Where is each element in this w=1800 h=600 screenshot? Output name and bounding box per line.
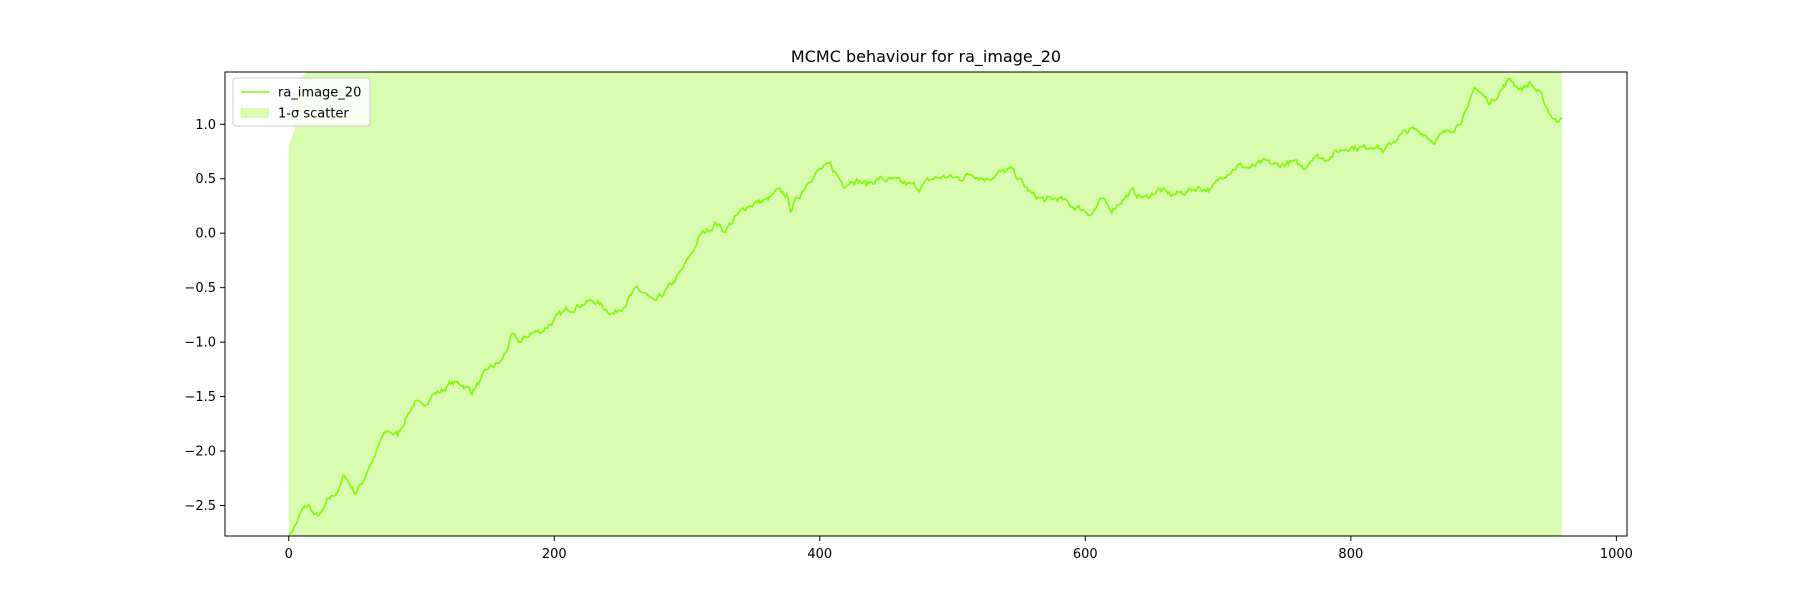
x-tick-label: 800 xyxy=(1338,547,1363,562)
x-tick-label: 200 xyxy=(542,547,567,562)
x-tick-label: 0 xyxy=(285,547,293,562)
axes-layer: 0 200 400 600 800 1000 −2.5 −2.0 −1.5 −1.0 −0.5 0.0… xyxy=(184,71,1633,562)
legend: ra_image_20 1-σ scatter xyxy=(232,77,371,127)
y-tick-label: 1.0 xyxy=(195,118,216,133)
legend-patch-swatch xyxy=(241,108,269,118)
y-tick-label: −1.5 xyxy=(184,390,216,405)
y-tick-label: 0.5 xyxy=(195,172,216,187)
legend-label: ra_image_20 xyxy=(278,86,361,101)
scatter-band-layer xyxy=(288,72,1562,536)
y-tick-label: −1.0 xyxy=(184,336,216,351)
x-tick-label: 1000 xyxy=(1600,547,1633,562)
y-tick-label: −2.5 xyxy=(184,499,216,514)
y-tick-label: 0.0 xyxy=(195,227,216,242)
x-tick-label: 400 xyxy=(807,547,832,562)
legend-label: 1-σ scatter xyxy=(278,107,349,122)
x-tick-label: 600 xyxy=(1073,547,1098,562)
y-tick-label: −2.0 xyxy=(184,445,216,460)
chart-title: MCMC behaviour for ra_image_20 xyxy=(791,47,1061,67)
trace-line xyxy=(288,77,1563,536)
scatter-band xyxy=(288,72,1562,536)
plot-frame xyxy=(224,71,1628,537)
trace-line-layer xyxy=(288,77,1563,536)
y-tick-label: −0.5 xyxy=(184,281,216,296)
